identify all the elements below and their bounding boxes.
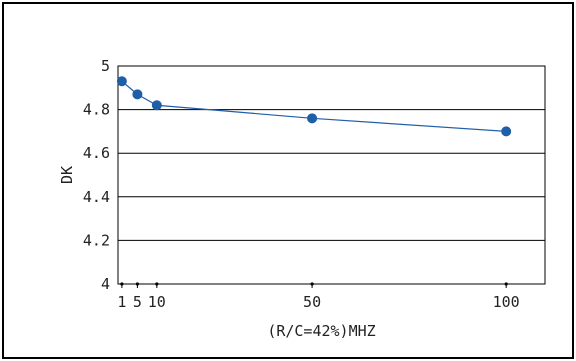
plot-frame: [117, 65, 546, 285]
y-tick-label: 5: [101, 57, 110, 75]
data-point: [151, 100, 162, 111]
x-tick-label: 10: [148, 293, 166, 311]
axis-point-marker: [310, 282, 314, 286]
x-tick-label: 5: [133, 293, 142, 311]
y-tick-label: 4.8: [83, 101, 110, 119]
x-axis-label: (R/C=42%)MHZ: [267, 322, 375, 340]
x-tick-label: 50: [303, 293, 321, 311]
axis-point-marker: [120, 282, 124, 286]
y-tick-label: 4: [101, 275, 110, 293]
data-point: [132, 89, 143, 100]
x-tick-labels: 1 5 10 50 100: [117, 284, 520, 311]
y-axis-label: DK: [58, 166, 76, 184]
y-tick-labels: 4 4.2 4.4 4.6 4.8 5: [83, 57, 110, 293]
x-tick-label: 1: [117, 293, 126, 311]
axis-point-marker: [135, 282, 140, 286]
y-tick-label: 4.4: [83, 188, 110, 206]
series-group: [116, 76, 512, 286]
axis-point-marker: [155, 282, 159, 286]
data-point: [501, 126, 512, 137]
data-point: [116, 76, 127, 87]
y-tick-label: 4.2: [83, 231, 110, 249]
data-point: [307, 113, 318, 124]
plot-area: [117, 65, 546, 285]
axis-point-marker: [504, 282, 508, 286]
gridlines: [118, 65, 545, 285]
y-tick-label: 4.6: [83, 144, 110, 162]
x-tick-label: 100: [493, 293, 520, 311]
